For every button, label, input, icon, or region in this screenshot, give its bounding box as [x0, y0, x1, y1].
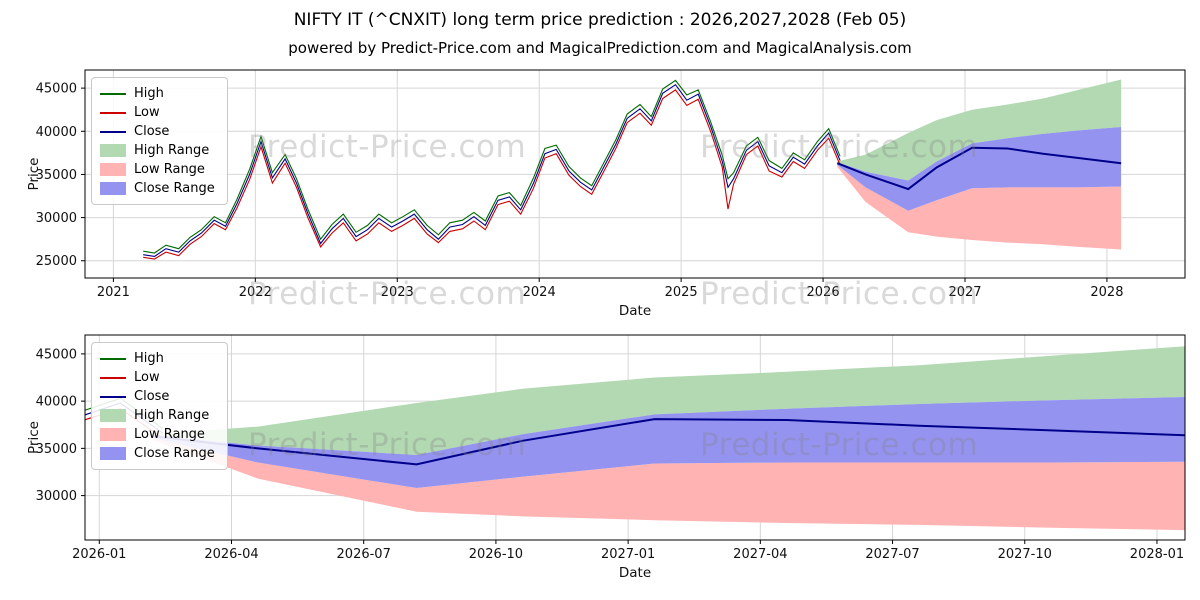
chart-title: NIFTY IT (^CNXIT) long term price predic… — [293, 10, 907, 30]
y-tick-label: 40000 — [36, 125, 77, 140]
legend-item-high: High — [100, 349, 215, 368]
y-tick-label: 35000 — [36, 168, 77, 183]
legend-patch-swatch — [100, 428, 126, 441]
legend-item-low-range: Low Range — [100, 160, 215, 179]
legend-patch-swatch — [100, 144, 126, 157]
legend-item-low: Low — [100, 368, 215, 387]
y-tick-label: 45000 — [36, 82, 77, 97]
plot-border — [84, 334, 1186, 541]
legend-patch-swatch — [100, 182, 126, 195]
legend-line-swatch — [100, 92, 126, 95]
x-tick-label: 2027 — [948, 285, 981, 300]
legend-line-swatch — [100, 130, 126, 133]
legend-item-close: Close — [100, 387, 215, 406]
legend-line-swatch — [100, 376, 126, 379]
legend-top-chart: High Low Close High Range Low Range Close Ran… — [91, 77, 228, 205]
x-tick-label: 2023 — [381, 285, 414, 300]
low-range-band — [152, 438, 1185, 531]
legend-label: Close — [134, 124, 170, 139]
legend-label: Close — [134, 389, 170, 404]
x-axis-label: Date — [619, 565, 651, 581]
legend-label: Low Range — [134, 427, 205, 442]
x-tick-label: 2026-10 — [469, 547, 523, 562]
low-range-band — [837, 164, 1122, 250]
legend-label: Close Range — [134, 181, 215, 196]
x-tick-label: 2027-01 — [601, 547, 655, 562]
high-range-band — [837, 79, 1122, 181]
x-tick-label: 2026-04 — [204, 547, 258, 562]
legend-label: High Range — [134, 143, 210, 158]
x-tick-label: 2024 — [523, 285, 556, 300]
y-tick-label: 45000 — [36, 347, 77, 362]
chart-subtitle: powered by Predict-Price.com and Magical… — [288, 39, 912, 57]
high-range-band — [152, 346, 1185, 455]
legend-item-close: Close — [100, 122, 215, 141]
forecast-detail-chart: 2026-01 2026-04 2026-07 2026-10 2027-01 2027-… — [26, 334, 1186, 581]
x-tick-label: 2027-10 — [998, 547, 1052, 562]
close-line — [143, 83, 841, 257]
y-tick-label: 25000 — [36, 254, 77, 269]
legend-item-low-range: Low Range — [100, 425, 215, 444]
legend-bottom-chart: High Low Close High Range Low Range Close Ran… — [91, 342, 228, 470]
legend-item-close-range: Close Range — [100, 179, 215, 198]
high-line — [143, 79, 841, 254]
legend-label: Low Range — [134, 162, 205, 177]
history-and-forecast-chart: 2021 2022 2023 2024 2025 2026 2027 2028 25000 300… — [26, 69, 1186, 319]
legend-patch-swatch — [100, 409, 126, 422]
legend-item-close-range: Close Range — [100, 444, 215, 463]
legend-item-high-range: High Range — [100, 141, 215, 160]
legend-item-low: Low — [100, 103, 215, 122]
legend-patch-swatch — [100, 447, 126, 460]
legend-label: High — [134, 86, 164, 101]
close-range-band — [152, 396, 1185, 488]
y-tick-label: 40000 — [36, 395, 77, 410]
legend-label: High Range — [134, 408, 210, 423]
x-tick-label: 2026-01 — [72, 547, 126, 562]
legend-label: Close Range — [134, 446, 215, 461]
legend-line-swatch — [100, 111, 126, 114]
x-tick-label: 2025 — [665, 285, 698, 300]
legend-item-high: High — [100, 84, 215, 103]
legend-label: Low — [134, 370, 160, 385]
x-tick-label: 2026 — [807, 285, 840, 300]
x-axis-label: Date — [619, 303, 651, 319]
low-line — [143, 89, 841, 260]
y-axis-label: Price — [26, 158, 42, 191]
x-tick-label: 2027-04 — [733, 547, 787, 562]
y-tick-label: 30000 — [36, 211, 77, 226]
legend-patch-swatch — [100, 163, 126, 176]
legend-label: Low — [134, 105, 160, 120]
legend-line-swatch — [100, 395, 126, 398]
y-tick-label: 30000 — [36, 489, 77, 504]
x-tick-label: 2027-07 — [865, 547, 919, 562]
x-tick-label: 2022 — [239, 285, 272, 300]
x-tick-label: 2028 — [1090, 285, 1123, 300]
x-tick-label: 2021 — [97, 285, 130, 300]
legend-item-high-range: High Range — [100, 406, 215, 425]
x-tick-label: 2026-07 — [337, 547, 391, 562]
forecast-close-line — [836, 146, 1122, 191]
legend-label: High — [134, 351, 164, 366]
legend-line-swatch — [100, 357, 126, 360]
y-tick-label: 35000 — [36, 442, 77, 457]
y-axis-label: Price — [26, 421, 42, 454]
x-tick-label: 2028-01 — [1130, 547, 1184, 562]
forecast-close-line — [152, 418, 1185, 466]
